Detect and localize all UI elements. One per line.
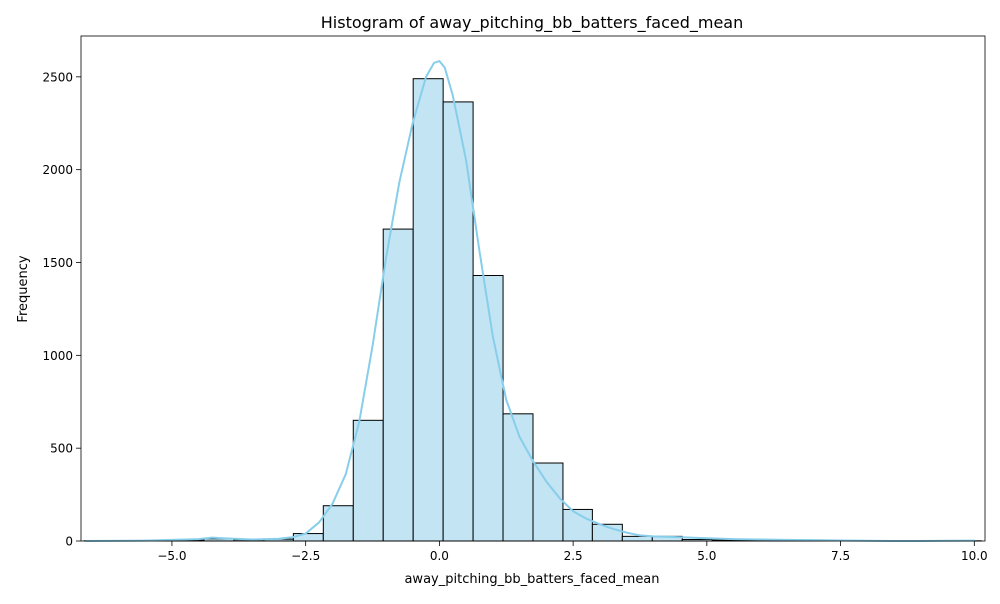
y-axis-label: Frequency: [16, 255, 31, 322]
histogram-bar: [293, 534, 323, 541]
chart-title: Histogram of away_pitching_bb_batters_fa…: [321, 13, 744, 33]
histogram-bar: [353, 420, 383, 541]
y-tick-label: 1000: [42, 349, 73, 363]
y-tick-label: 2000: [42, 163, 73, 177]
histogram-bar: [622, 536, 652, 541]
x-axis-ticks: −5.0 −2.5 0.0 2.5 5.0 7.5 10.0: [157, 541, 987, 563]
x-tick-label: 10.0: [961, 549, 988, 563]
x-axis-label: away_pitching_bb_batters_faced_mean: [404, 572, 659, 587]
bars-layer: [84, 79, 981, 541]
x-tick-label: −2.5: [291, 549, 320, 563]
histogram-bar: [473, 276, 503, 542]
histogram-bar: [413, 79, 443, 541]
x-tick-label: 0.0: [430, 549, 449, 563]
y-tick-label: 1500: [42, 256, 73, 270]
x-tick-label: 7.5: [831, 549, 850, 563]
x-tick-label: −5.0: [157, 549, 186, 563]
y-tick-label: 0: [65, 535, 73, 549]
y-tick-label: 500: [50, 442, 73, 456]
histogram-bar: [443, 102, 473, 541]
y-axis-ticks: 0 500 1000 1500 2000 2500: [42, 70, 81, 548]
x-tick-label: 2.5: [564, 549, 583, 563]
histogram-bar: [383, 229, 413, 541]
x-tick-label: 5.0: [697, 549, 716, 563]
y-tick-label: 2500: [42, 70, 73, 84]
histogram-bar: [533, 463, 563, 541]
